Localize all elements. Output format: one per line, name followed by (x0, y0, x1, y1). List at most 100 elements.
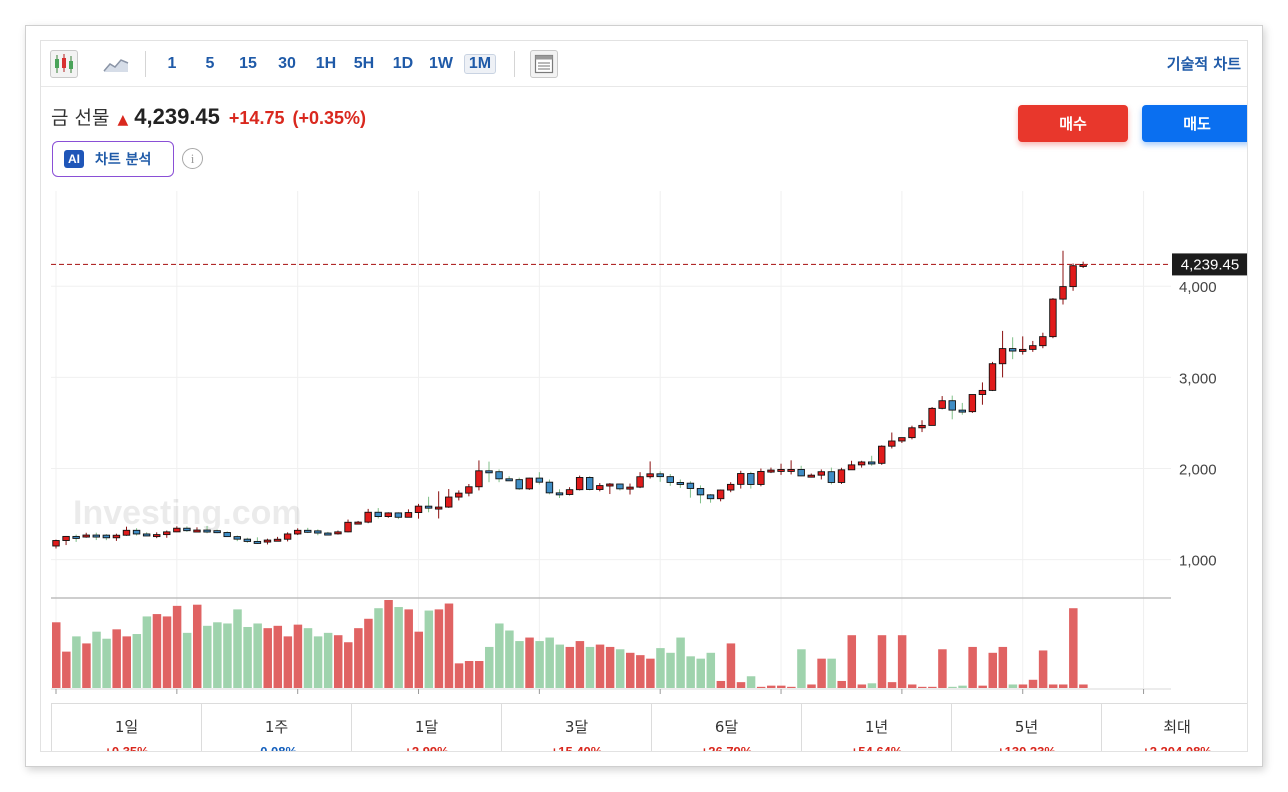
volume-bar (223, 623, 232, 688)
timeframe-15[interactable]: 15 (239, 55, 257, 72)
volume-bar (746, 676, 756, 688)
candle-body (1019, 348, 1027, 352)
candle-body (414, 505, 423, 513)
volume-bar (988, 652, 998, 688)
volume-bar (867, 683, 877, 688)
candle-body (696, 488, 705, 496)
candle-body (666, 476, 674, 483)
volume-bar (646, 658, 655, 688)
volume-bar (283, 636, 293, 688)
candle-body (485, 470, 493, 474)
candle-body (122, 529, 131, 536)
volume-bar (837, 680, 846, 688)
candle-body (827, 471, 836, 483)
timeframe-1m[interactable]: 1M (463, 50, 497, 78)
ai-chart-analysis-button[interactable]: AI 차트 분석 (52, 141, 174, 177)
candle-body (646, 473, 654, 478)
volume-bar (323, 632, 333, 688)
timeframe-1h[interactable]: 1H (315, 55, 337, 72)
volume-bar (1018, 684, 1028, 688)
perf-3m[interactable]: 3달 +15.40% (502, 704, 652, 751)
price-chart[interactable]: Investing.com 20172018201920202021202220… (41, 191, 1248, 701)
volume-bar (172, 605, 182, 688)
timeframe-1w[interactable]: 1W (429, 55, 453, 72)
candle-body (193, 529, 201, 533)
volume-bar (485, 646, 494, 688)
volume-bar (1079, 684, 1088, 688)
perf-value: +2.99% (404, 744, 449, 752)
candle-body (757, 470, 765, 485)
candlestick-icon[interactable] (50, 50, 78, 78)
volume-bar (696, 658, 705, 688)
timeframe-1[interactable]: 1 (167, 55, 177, 72)
candle-body (656, 473, 664, 478)
volume-bar (192, 604, 202, 688)
area-chart-icon[interactable] (102, 50, 130, 78)
perf-value: +0.35% (104, 744, 149, 752)
volume-bar (736, 682, 746, 688)
candle-body (283, 533, 292, 540)
volume-bar (756, 686, 766, 688)
volume-bar (444, 603, 454, 688)
volume-bar (72, 636, 81, 688)
volume-bar (938, 649, 947, 688)
watermark: Investing.com (73, 494, 302, 532)
volume-bar (535, 641, 544, 688)
perf-5y[interactable]: 5년 +130.23% (952, 704, 1102, 751)
chart-widget: 1 5 15 30 1H 5H 1D 1W 1M 기술적 차트 금 선물 ▲ 4… (40, 40, 1248, 752)
arrow-up-icon: ▲ (117, 112, 129, 128)
candle-body (1008, 348, 1017, 352)
candle-body (424, 505, 433, 509)
candle-body (173, 527, 181, 533)
volume-bar (414, 631, 424, 688)
candle-body (102, 534, 111, 539)
volume-bar (847, 635, 857, 688)
candle-body (445, 496, 453, 508)
sell-button[interactable]: 매도 (1142, 105, 1247, 142)
candle-body (555, 492, 564, 496)
perf-1w[interactable]: 1주 -0.08% (202, 704, 352, 751)
volume-bar (998, 646, 1008, 688)
perf-value: +2,204.08% (1142, 744, 1212, 752)
candle-body (575, 477, 584, 491)
volume-bar (253, 623, 262, 688)
candle-body (505, 478, 513, 482)
candle-body (223, 532, 231, 538)
timeframe-5h[interactable]: 5H (353, 55, 375, 72)
candle-body (152, 534, 161, 538)
volume-bar (958, 685, 967, 688)
volume-bar (182, 632, 192, 688)
volume-bar (1069, 608, 1078, 688)
info-icon[interactable]: i (182, 148, 203, 169)
volume-bar (142, 616, 152, 688)
perf-max[interactable]: 최대 +2,204.08% (1102, 704, 1247, 752)
candle-body (545, 481, 554, 494)
candle-body (374, 511, 382, 517)
perf-value: +26.79% (700, 744, 753, 752)
volume-bar (303, 628, 313, 688)
volume-bar (918, 686, 927, 688)
candle-body (908, 427, 916, 439)
perf-6m[interactable]: 6달 +26.79% (652, 704, 802, 752)
volume-bar (132, 634, 142, 688)
candle-body (797, 468, 805, 477)
candle-body (737, 473, 745, 485)
candle-body (163, 531, 171, 536)
candle-body (525, 477, 533, 490)
layout-icon[interactable] (530, 50, 558, 78)
volume-bar (575, 641, 585, 688)
timeframe-5[interactable]: 5 (205, 55, 215, 72)
ai-chart-analysis-label: 차트 분석 (95, 152, 152, 168)
perf-1m[interactable]: 1달 +2.99% (352, 704, 502, 752)
volume-bar (716, 680, 726, 688)
timeframe-30[interactable]: 30 (278, 55, 296, 72)
perf-label: 1달 (414, 718, 439, 736)
volume-bar (162, 616, 172, 688)
buy-button[interactable]: 매수 (1018, 105, 1128, 142)
perf-1y[interactable]: 1년 +54.64% (802, 704, 952, 751)
volume-bar (676, 637, 685, 688)
timeframe-1d[interactable]: 1D (392, 55, 414, 72)
volume-bar (666, 652, 675, 688)
perf-1d[interactable]: 1일 +0.35% (52, 704, 202, 752)
technical-chart-link[interactable]: 기술적 차트 (1166, 55, 1241, 73)
